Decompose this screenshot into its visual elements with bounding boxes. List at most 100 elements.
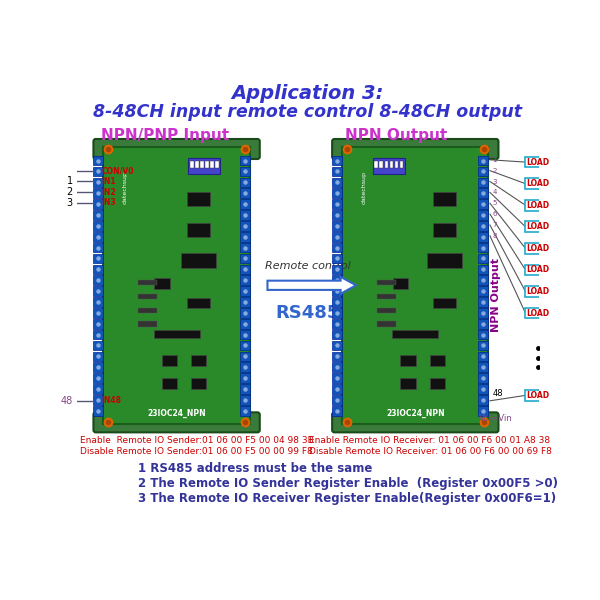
Bar — [400, 161, 403, 168]
Bar — [240, 199, 250, 209]
Bar — [332, 265, 342, 274]
Bar — [191, 379, 206, 389]
Bar — [374, 161, 379, 168]
Bar — [373, 158, 405, 173]
Bar — [430, 355, 445, 366]
Bar — [161, 355, 177, 366]
Text: Enable Remote IO Receiver: 01 06 00 F6 00 01 A8 38: Enable Remote IO Receiver: 01 06 00 F6 0… — [309, 436, 550, 445]
Text: 8: 8 — [493, 233, 497, 239]
Bar — [393, 278, 409, 289]
Text: LOAD: LOAD — [526, 179, 549, 188]
Bar — [240, 395, 250, 404]
Bar — [94, 156, 103, 166]
Bar — [400, 355, 416, 366]
Bar — [526, 221, 550, 232]
Bar — [332, 330, 342, 340]
Bar — [427, 253, 462, 268]
Bar — [154, 330, 200, 338]
Bar — [332, 210, 342, 220]
Bar — [332, 243, 342, 253]
Bar — [478, 188, 488, 198]
Text: NPN/PNP Input: NPN/PNP Input — [101, 128, 229, 143]
Bar — [94, 297, 103, 307]
Bar — [478, 167, 488, 176]
Bar — [526, 265, 550, 275]
Bar — [332, 308, 342, 317]
Bar — [332, 373, 342, 383]
Bar — [332, 362, 342, 372]
Bar — [377, 308, 396, 313]
Bar — [240, 254, 250, 263]
Bar — [478, 352, 488, 361]
Bar — [478, 308, 488, 317]
Bar — [240, 188, 250, 198]
Text: datechsup: datechsup — [361, 171, 366, 204]
Text: 1: 1 — [67, 176, 73, 187]
Bar — [94, 373, 103, 383]
Bar — [478, 330, 488, 340]
Bar — [332, 286, 342, 296]
Bar — [94, 330, 103, 340]
Text: Disable Remote IO Sender:01 06 00 F5 00 00 99 F8: Disable Remote IO Sender:01 06 00 F5 00 … — [80, 447, 313, 456]
Bar — [181, 253, 216, 268]
Bar — [94, 308, 103, 317]
Bar — [526, 308, 550, 319]
Text: LOAD: LOAD — [526, 287, 549, 296]
Bar — [240, 156, 250, 166]
Text: 48: 48 — [493, 389, 503, 398]
Bar — [526, 286, 550, 297]
Bar — [187, 192, 210, 206]
Bar — [478, 232, 488, 242]
Bar — [526, 178, 550, 189]
Bar — [154, 278, 170, 289]
Bar — [94, 188, 103, 198]
Bar — [526, 157, 550, 167]
Bar — [377, 280, 396, 285]
FancyBboxPatch shape — [94, 139, 260, 159]
Bar — [478, 373, 488, 383]
Text: CON/V0: CON/V0 — [101, 166, 134, 175]
Text: 2: 2 — [493, 167, 497, 173]
Bar — [240, 330, 250, 340]
Bar — [379, 161, 383, 168]
Bar — [191, 355, 206, 366]
Bar — [94, 362, 103, 372]
Text: LOAD: LOAD — [526, 222, 549, 231]
Bar — [240, 319, 250, 329]
Bar — [205, 161, 209, 168]
Bar — [240, 167, 250, 176]
Bar — [138, 322, 157, 327]
Bar — [430, 379, 445, 389]
Bar — [332, 406, 342, 416]
Bar — [94, 199, 103, 209]
Bar — [332, 232, 342, 242]
Text: 3 The Remote IO Receiver Register Enable(Register 0x00F6=1): 3 The Remote IO Receiver Register Enable… — [138, 491, 556, 505]
Bar — [332, 188, 342, 198]
Text: 23IOC24_NPN: 23IOC24_NPN — [386, 409, 445, 418]
Bar — [138, 294, 157, 299]
Bar — [240, 406, 250, 416]
Text: LOAD: LOAD — [526, 244, 549, 253]
Bar — [478, 210, 488, 220]
Bar — [94, 232, 103, 242]
Bar — [478, 156, 488, 166]
Text: LOAD: LOAD — [526, 201, 549, 210]
Bar — [332, 297, 342, 307]
Text: 1 RS485 address must be the same: 1 RS485 address must be the same — [138, 463, 373, 475]
Bar — [200, 161, 203, 168]
Bar — [478, 199, 488, 209]
Bar — [526, 390, 550, 401]
Bar — [103, 148, 250, 424]
Text: IN3: IN3 — [101, 199, 116, 208]
Bar — [526, 243, 550, 254]
Text: Enable  Remote IO Sender:01 06 00 F5 00 04 98 3B: Enable Remote IO Sender:01 06 00 F5 00 0… — [80, 436, 313, 445]
Bar — [240, 286, 250, 296]
Bar — [240, 373, 250, 383]
Bar — [478, 254, 488, 263]
Bar — [161, 379, 177, 389]
Bar — [478, 384, 488, 394]
Bar — [332, 352, 342, 361]
Text: LOAD: LOAD — [526, 308, 549, 317]
Text: IN2: IN2 — [101, 188, 116, 197]
Bar — [94, 275, 103, 285]
